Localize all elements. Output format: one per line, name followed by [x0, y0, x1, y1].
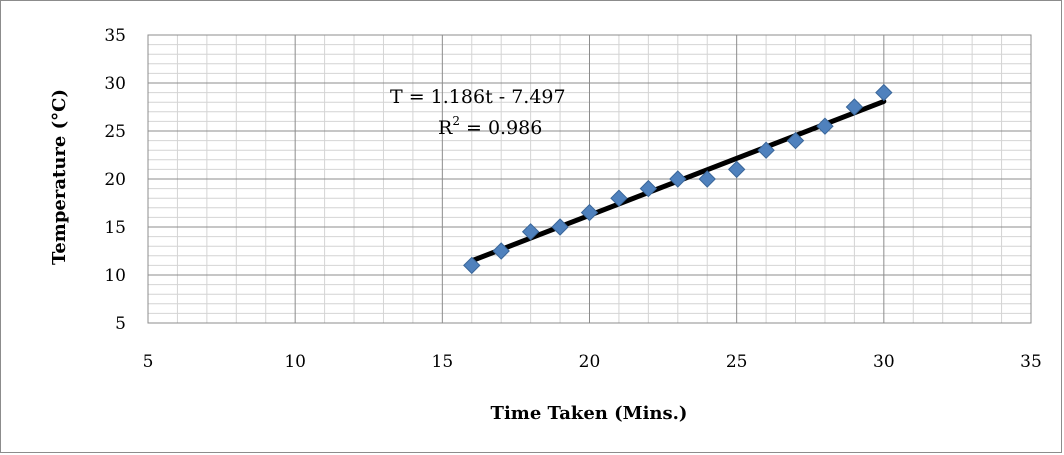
x-axis-ticks: 5 10 15 20 25 30 35: [143, 352, 1042, 372]
r-squared-prefix: R: [438, 117, 453, 139]
x-tick-label: 10: [284, 352, 306, 372]
data-point: [875, 83, 893, 102]
x-tick-label: 30: [873, 352, 895, 372]
y-tick-label: 10: [104, 266, 126, 286]
x-tick-label: 25: [726, 352, 748, 372]
y-axis-title: Temperature (°C): [49, 89, 70, 265]
data-points: [463, 83, 893, 275]
data-point: [757, 141, 775, 159]
y-tick-label: 15: [104, 218, 126, 238]
major-gridlines: [147, 34, 1032, 324]
data-point: [698, 170, 716, 188]
x-tick-label: 5: [143, 352, 154, 372]
data-point: [639, 179, 658, 198]
data-point: [816, 117, 834, 135]
data-point: [551, 218, 569, 236]
data-point: [727, 160, 746, 179]
x-axis-title: Time Taken (Mins.): [491, 403, 688, 424]
data-point: [786, 131, 805, 150]
y-tick-label: 5: [115, 314, 126, 334]
data-point: [492, 242, 510, 260]
x-tick-label: 15: [432, 352, 454, 372]
r-squared-superscript: 2: [452, 114, 460, 128]
y-tick-label: 20: [104, 170, 126, 190]
data-point: [845, 98, 864, 116]
y-axis-ticks: 5 10 15 20 25 30 35: [104, 26, 126, 334]
plot-area-border: [147, 34, 1032, 324]
y-tick-label: 25: [104, 122, 126, 142]
data-point: [580, 203, 599, 222]
data-point: [610, 189, 628, 207]
x-tick-label: 35: [1020, 352, 1042, 372]
r-squared-value: = 0.986: [460, 117, 542, 139]
y-tick-label: 30: [104, 74, 126, 94]
data-point: [521, 223, 540, 241]
data-point: [463, 256, 481, 275]
x-tick-label: 20: [579, 352, 601, 372]
trendline-equation: T = 1.186t - 7.497: [390, 86, 566, 108]
y-tick-label: 35: [104, 26, 126, 46]
data-point: [669, 170, 687, 188]
r-squared-label: R2 = 0.986: [438, 114, 542, 139]
